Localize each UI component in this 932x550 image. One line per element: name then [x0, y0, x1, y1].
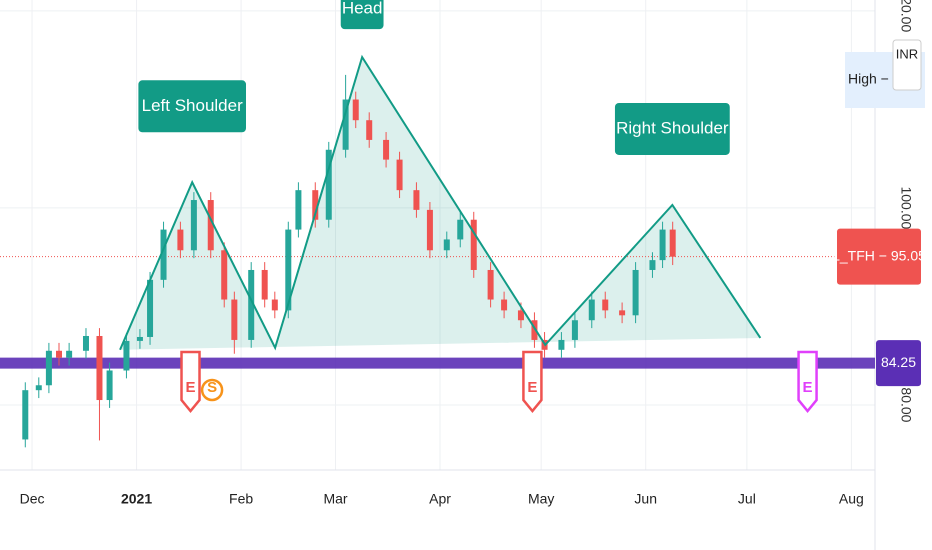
candle-body: [160, 229, 167, 280]
candle-body: [106, 370, 113, 401]
pattern-line: [119, 54, 762, 351]
candle-body: [295, 190, 302, 230]
annotation-box: [340, 0, 384, 30]
annotation-text: Right Shoulder: [616, 118, 729, 137]
candle-body: [426, 209, 433, 251]
event-marker: [180, 350, 201, 413]
x-tick-label: Jun: [634, 491, 657, 507]
candle-body: [82, 335, 89, 351]
currency-label: INR: [896, 46, 918, 61]
candle-body: [56, 350, 63, 358]
candle-body: [602, 299, 609, 311]
candle-body: [342, 99, 349, 150]
candle-body: [669, 229, 676, 257]
x-tick-label: Jul: [738, 491, 756, 507]
candle-body: [207, 200, 214, 251]
candle-body: [487, 269, 494, 300]
candle-body: [96, 335, 103, 401]
y-tick-label: 120.00: [898, 0, 914, 32]
candle-body: [517, 310, 524, 321]
candle-body: [285, 229, 292, 311]
event-label: S: [207, 379, 217, 396]
candle-body: [221, 250, 228, 300]
candle-body: [501, 299, 508, 311]
candle-body: [619, 310, 626, 316]
pattern-area: [120, 57, 761, 350]
candle-body: [136, 336, 143, 341]
high-label: High − 1: [848, 71, 901, 87]
candle-body: [147, 279, 154, 337]
candle-body: [190, 200, 197, 251]
candle-body: [66, 350, 73, 358]
event-label: E: [527, 379, 537, 396]
annotation-box: [138, 80, 246, 133]
event-label: E: [186, 379, 196, 396]
currency-box: [892, 39, 922, 91]
candle-body: [396, 159, 403, 191]
event-marker: [200, 378, 224, 402]
candle-body: [558, 339, 565, 350]
candle-body: [312, 190, 319, 220]
candle-body: [325, 149, 332, 220]
x-tick-label: Mar: [323, 491, 347, 507]
candle-body: [457, 219, 464, 240]
candle-body: [632, 269, 639, 316]
candle-body: [366, 120, 373, 140]
candle-body: [271, 299, 278, 311]
price-label: L_TFH − 95.05: [832, 247, 926, 263]
annotation-box: [614, 102, 730, 155]
candle-body: [35, 385, 42, 391]
y-tick-label: 80.00: [898, 387, 914, 422]
x-tick-label: Apr: [429, 491, 451, 507]
candle-body: [531, 320, 538, 340]
candle-body: [383, 139, 390, 160]
candle-body: [352, 99, 359, 121]
price-label-box: [837, 228, 921, 285]
candle-body: [649, 260, 656, 270]
x-tick-label: May: [528, 491, 554, 507]
event-label: E: [803, 379, 813, 396]
annotation-text: Left Shoulder: [142, 96, 243, 115]
candle-body: [443, 239, 450, 251]
candle-body: [123, 340, 130, 371]
candle-body: [470, 219, 477, 270]
price-label-box: [876, 340, 921, 387]
x-tick-label: Aug: [839, 491, 864, 507]
x-tick-label: 2021: [121, 491, 152, 507]
candle-body: [22, 390, 29, 440]
candle-body: [177, 229, 184, 251]
candle-body: [659, 229, 666, 261]
candle-body: [45, 350, 52, 386]
candle-body: [261, 269, 268, 300]
price-label: 84.25: [881, 354, 916, 370]
candle-body: [571, 320, 578, 340]
y-tick-label: 100.00: [898, 186, 914, 229]
candle-body: [413, 190, 420, 210]
event-marker: [797, 350, 818, 413]
candle-body: [248, 269, 255, 340]
candle-body: [231, 299, 238, 340]
x-tick-label: Dec: [20, 491, 45, 507]
annotation-text: Head: [342, 0, 383, 18]
x-tick-label: Feb: [229, 491, 253, 507]
event-marker: [522, 350, 543, 413]
candle-body: [588, 299, 595, 321]
